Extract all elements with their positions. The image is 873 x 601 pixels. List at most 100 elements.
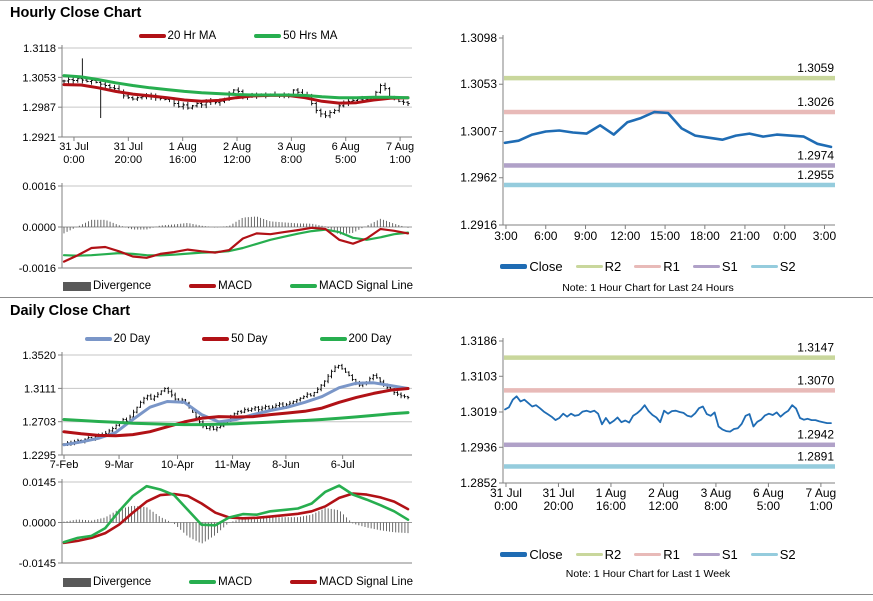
y-tick-label: 1.2295 — [22, 450, 56, 462]
legend-item-r1: R1 — [634, 547, 680, 562]
level-band-s2 — [504, 182, 835, 188]
x-tick-label: 9:00 — [574, 229, 598, 243]
x-tick-label: 21:00 — [730, 229, 760, 243]
x-tick-label: 3 Aug 8:00 — [277, 141, 305, 166]
legend-item-divergence: Divergence — [62, 576, 152, 588]
y-tick-label: -0.0145 — [19, 558, 56, 570]
y-tick-label: 1.3520 — [22, 350, 56, 362]
y-tick-label: 0.0000 — [22, 518, 56, 530]
level-band-r1 — [504, 109, 835, 115]
hourly-macd-chart: 0.0016 0.0000 -0.0016 — [19, 181, 412, 275]
legend-label: Divergence — [92, 280, 152, 292]
level-band-r1 — [504, 388, 835, 393]
y-tick-label: -0.0016 — [19, 263, 56, 275]
y-tick-label: 0.0145 — [22, 477, 56, 489]
x-tick-label: 31 Jul 0:00 — [490, 486, 522, 513]
legend-item-200-day: 200 Day — [319, 333, 391, 345]
level-band-s1 — [504, 442, 835, 448]
daily-price-ma-line-1 — [62, 387, 410, 438]
hourly-price-ma-line-0 — [62, 83, 410, 105]
y-tick-label: 1.3053 — [460, 77, 497, 91]
level-band-r2 — [504, 355, 835, 360]
y-tick-label: 1.3118 — [23, 43, 56, 55]
daily-price-ma-line-2 — [62, 411, 410, 427]
y-tick-label: 1.2852 — [460, 476, 497, 490]
legend-swatch — [254, 34, 282, 38]
level-label-s1: 1.2942 — [797, 428, 834, 442]
legend-item-close: Close — [500, 547, 563, 562]
x-tick-label: 6 Aug 5:00 — [332, 141, 360, 166]
legend-swatch — [692, 552, 720, 557]
daily-price-ma-line-0 — [62, 381, 410, 447]
hourly-macd-macd-line — [62, 226, 410, 263]
daily-ma-legend: 20 Day 50 Day 200 Day — [56, 333, 420, 345]
x-tick-label: 11-May — [215, 459, 251, 471]
legend-label: MACD Signal Line — [319, 576, 413, 588]
daily-section-title: Daily Close Chart — [10, 303, 131, 319]
legend-label: MACD Signal Line — [319, 280, 413, 292]
legend-label: Divergence — [92, 576, 152, 588]
legend-swatch — [84, 337, 112, 341]
legend-item-20-hr-ma: 20 Hr MA — [138, 30, 216, 42]
y-tick-label: 1.3103 — [460, 369, 497, 383]
legend-swatch — [62, 281, 91, 291]
y-tick-label: 1.2703 — [22, 417, 56, 429]
legend-item-s2: S2 — [750, 259, 796, 274]
legend-swatch — [500, 264, 528, 269]
x-tick-label: 3 Aug 8:00 — [701, 486, 732, 513]
legend-item-r1: R1 — [634, 259, 680, 274]
x-tick-label: 18:00 — [690, 229, 720, 243]
legend-item-50-hrs-ma: 50 Hrs MA — [254, 30, 337, 42]
legend-label: S2 — [779, 547, 796, 562]
hourly-ma-legend: 20 Hr MA 50 Hrs MA — [56, 30, 420, 42]
level-label-r1: 1.3026 — [797, 95, 834, 109]
legend-item-r2: R2 — [575, 259, 621, 274]
y-tick-label: 1.3098 — [460, 31, 497, 45]
legend-label: R2 — [604, 547, 622, 562]
legend-label: S2 — [779, 259, 796, 274]
pivot-24h-close-line — [503, 110, 833, 149]
legend-swatch — [202, 337, 230, 341]
daily-macd-chart: 0.0145 0.0000 -0.0145 — [19, 477, 412, 570]
y-tick-label: 0.0016 — [22, 181, 56, 193]
pivot-24h-legend: Close R2 R1 S1 S2 — [446, 259, 850, 274]
x-tick-label: 12:00 — [610, 229, 640, 243]
x-tick-label: 3:00 — [813, 229, 837, 243]
y-tick-label: 1.2921 — [22, 132, 56, 144]
level-band-s2 — [504, 464, 835, 469]
pivot-week-legend: Close R2 R1 S1 S2 — [446, 547, 850, 562]
legend-item-divergence: Divergence — [62, 280, 152, 292]
section-divider — [0, 297, 873, 298]
level-label-r2: 1.3059 — [797, 61, 834, 75]
legend-item-s1: S1 — [692, 547, 738, 562]
legend-label: 20 Day — [113, 333, 151, 345]
legend-label: S1 — [721, 547, 738, 562]
legend-swatch — [692, 264, 720, 269]
x-tick-label: 2 Aug 12:00 — [223, 141, 251, 166]
x-tick-label: 6-Jul — [331, 459, 355, 471]
level-band-s1 — [504, 163, 835, 168]
hourly-macd-legend: Divergence MACD MACD Signal Line — [56, 280, 420, 292]
x-tick-label: 10-Apr — [161, 459, 194, 471]
legend-item-macd: MACD — [189, 576, 252, 588]
legend-swatch — [750, 552, 778, 557]
y-tick-label: 1.3053 — [22, 72, 56, 84]
legend-item-50-day: 50 Day — [202, 333, 268, 345]
y-tick-label: 1.2916 — [460, 218, 497, 232]
legend-label: MACD — [218, 280, 253, 292]
legend-swatch — [290, 580, 318, 584]
pivot-24h-note: Note: 1 Hour Chart for Last 24 Hours — [562, 282, 734, 294]
level-label-s1: 1.2974 — [797, 148, 834, 162]
daily-macd-macd-line — [62, 484, 410, 544]
pivot-week-close-line — [504, 395, 832, 433]
legend-swatch — [189, 284, 217, 288]
x-tick-label: 1 Aug 16:00 — [169, 141, 197, 166]
daily-macd-divergence-bars — [63, 505, 409, 544]
y-tick-label: 1.3186 — [460, 334, 497, 348]
legend-swatch — [138, 34, 166, 38]
x-tick-label: 7 Aug 1:00 — [806, 486, 837, 513]
hourly-price-candles — [62, 58, 410, 119]
